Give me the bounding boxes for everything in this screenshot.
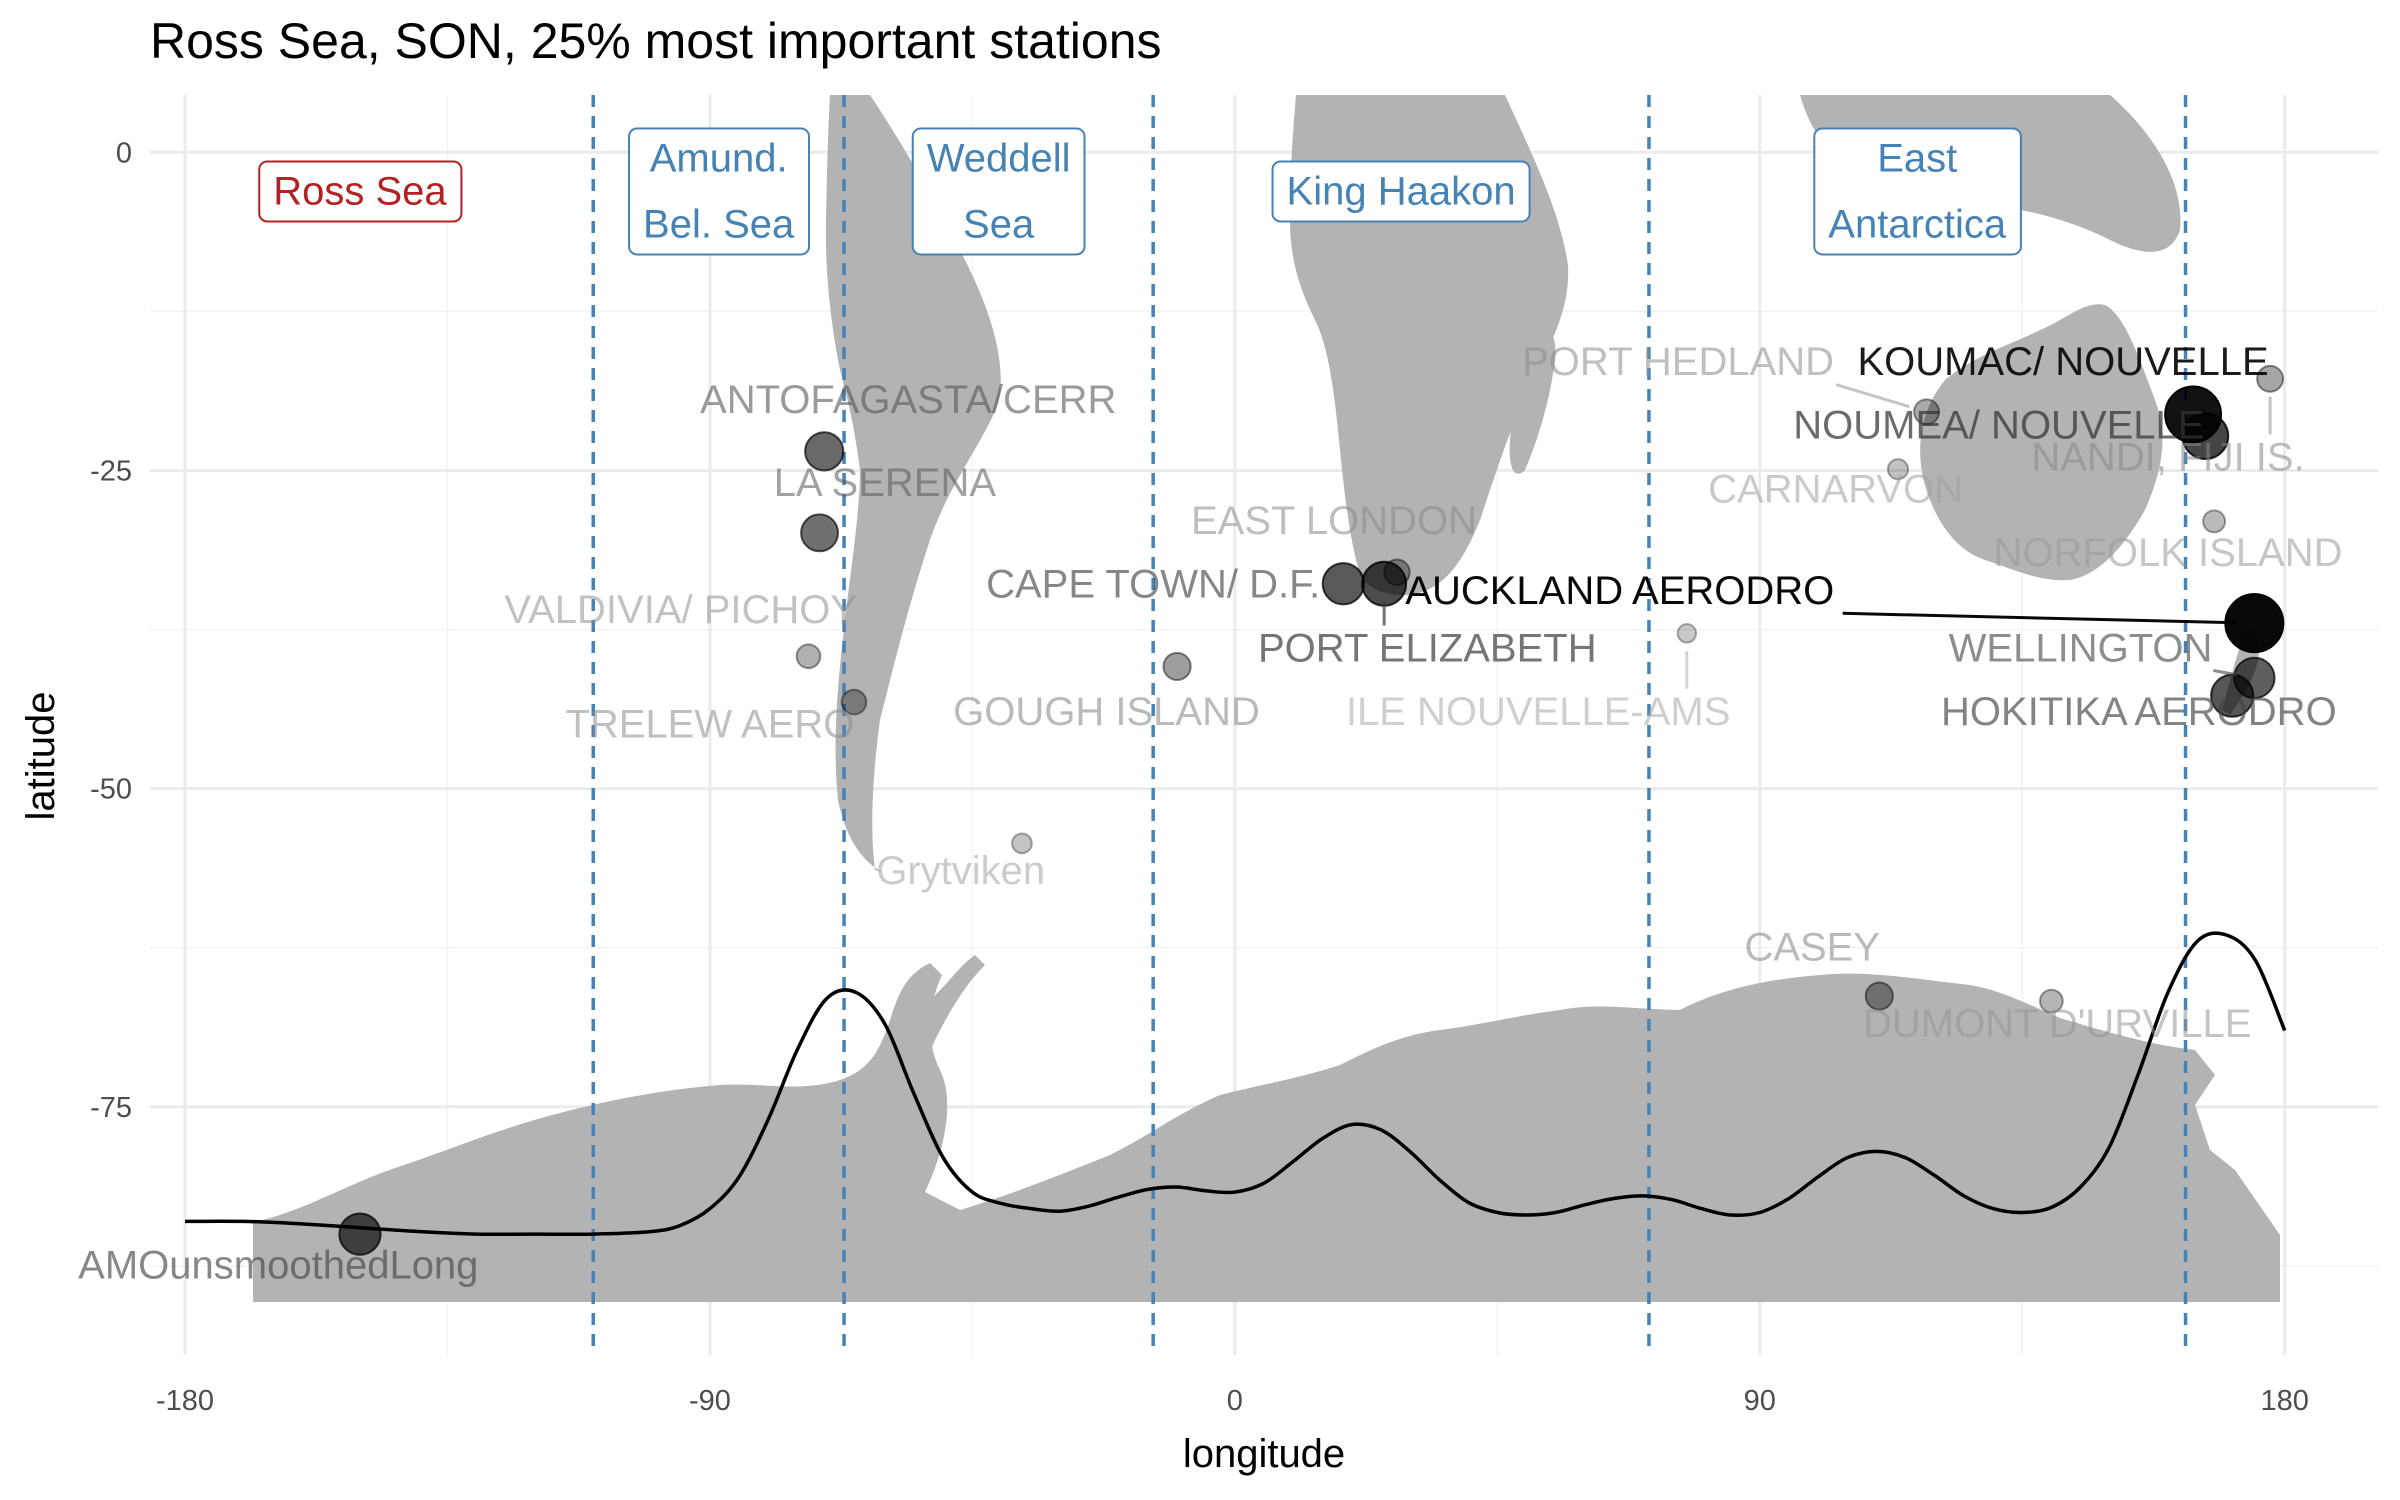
station-leader-line [1835, 383, 1910, 409]
station-label: KOUMAC/ NOUVELLE [1857, 340, 2268, 384]
region-label-text: Weddell [927, 136, 1071, 180]
station-label: CAPE TOWN/ D.F. [986, 563, 1320, 607]
region-label-box [1813, 127, 2022, 256]
station-points [338, 364, 2285, 1256]
region-label-box [628, 127, 811, 256]
station-label: DUMONT D'URVILLE [1863, 1002, 2251, 1046]
station-point [2164, 385, 2223, 444]
region-label: Ross Sea [258, 160, 463, 223]
station-label: NANDI, FIJI IS. [2031, 435, 2304, 479]
station-label: LA SERENA [774, 461, 997, 505]
station-label: Grytviken [876, 849, 1045, 893]
chart-title: Ross Sea, SON, 25% most important statio… [150, 13, 1162, 69]
importance-curve [184, 931, 2287, 1237]
region-label-text: Amund. [650, 136, 788, 180]
region-label: East Antarctica [1813, 127, 2022, 256]
region-boundaries [591, 95, 2188, 1355]
region-label: Amund. Bel. Sea [628, 127, 811, 256]
station-point [1162, 651, 1192, 682]
region-label-box [258, 160, 463, 223]
australia [1920, 304, 2163, 581]
x-axis-ticks: -180 -90 0 90 180 [156, 1385, 2309, 1417]
station-label: CASEY [1744, 925, 1880, 969]
station-label: ANTOFAGASTA/CERR [700, 378, 1116, 422]
station-label: EAST LONDON [1191, 499, 1477, 543]
station-point [338, 1212, 382, 1256]
antarctica-landmass [253, 963, 2280, 1302]
station-point [1886, 458, 1910, 481]
madagascar [1509, 326, 1556, 474]
x-tick-label: 90 [1744, 1385, 1776, 1417]
station-point [1361, 560, 1408, 607]
station-label: TRELEW AERO [565, 703, 854, 747]
x-tick-label: 0 [1227, 1385, 1243, 1417]
region-label-text: Ross Sea [273, 169, 447, 213]
station-point [1676, 623, 1698, 644]
station-point [1913, 398, 1941, 426]
station-label: HOKITIKA AERODRO [1941, 690, 2337, 734]
station-label: PORT HEDLAND [1522, 340, 1834, 384]
region-label-text: King Haakon [1287, 169, 1516, 213]
station-label: PORT ELIZABETH [1258, 626, 1597, 670]
station-point [840, 688, 868, 716]
y-tick-label: 0 [116, 137, 132, 169]
station-point [1864, 981, 1894, 1011]
station-label: AUCKLAND AERODRO [1405, 569, 1834, 613]
station-label: CARNARVON [1708, 467, 1963, 511]
station-leader-line [1842, 611, 2237, 625]
station-label: NORFOLK ISLAND [1994, 531, 2343, 575]
station-label: WELLINGTON [1949, 626, 2213, 670]
station-label: GOUGH ISLAND [953, 690, 1260, 734]
region-label-text: East [1877, 136, 1957, 180]
south-america [825, 95, 1001, 872]
region-label-text: Antarctica [1828, 202, 2007, 246]
station-point [1321, 562, 1365, 606]
y-axis-title: latitude [19, 692, 63, 821]
station-label: NOUMEA/ NOUVELLE [1793, 404, 2204, 448]
station-label: AMOunsmoothedLong [78, 1244, 478, 1288]
x-tick-label: -90 [689, 1385, 731, 1417]
region-label: Weddell Sea [911, 127, 1086, 256]
x-tick-label: 180 [2260, 1385, 2308, 1417]
station-label: VALDIVIA/ PICHOY [504, 588, 857, 632]
x-axis-title: longitude [1183, 1432, 1345, 1476]
region-label-box [1271, 160, 1531, 223]
station-point [800, 513, 840, 553]
y-axis-ticks: 0 -25 -50 -75 [90, 137, 132, 1124]
x-tick-label: -180 [156, 1385, 214, 1417]
y-tick-label: -50 [90, 774, 132, 806]
station-point [795, 643, 822, 670]
smoothed-curve [184, 931, 2287, 1237]
station-point [2202, 509, 2227, 534]
station-point [1011, 832, 1033, 855]
region-label-text: Bel. Sea [643, 202, 795, 246]
station-point [2038, 988, 2064, 1014]
antarctic-peninsula [870, 955, 985, 1110]
y-tick-label: -25 [90, 455, 132, 487]
region-label-box [911, 127, 1086, 256]
station-leader-line [2212, 669, 2237, 677]
region-labels: Ross Sea Amund. Bel. Sea Weddell Sea King Haa… [258, 127, 2022, 256]
region-label: King Haakon [1271, 160, 1531, 223]
region-label-text: Sea [963, 202, 1035, 246]
station-point [2256, 364, 2285, 393]
station-point [804, 431, 845, 472]
y-tick-label: -75 [90, 1092, 132, 1124]
station-label: ILE NOUVELLE-AMS [1346, 690, 1731, 734]
station-labels: AMOunsmoothedLong ANTOFAGASTA/CERR LA SERE… [78, 340, 2342, 1288]
